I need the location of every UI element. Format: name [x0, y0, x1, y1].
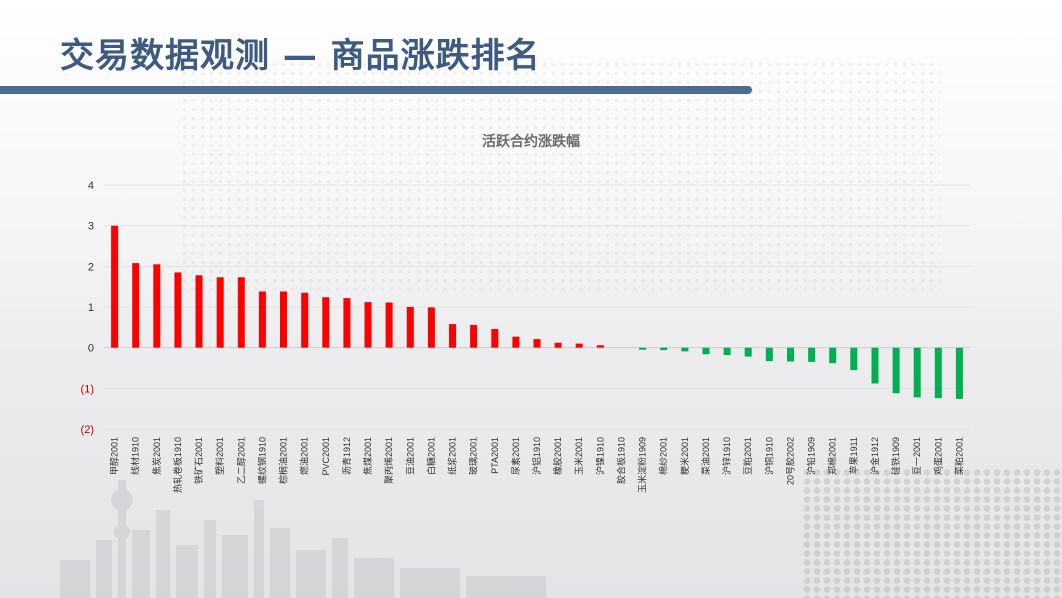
bar	[660, 347, 668, 351]
x-tick-label: 橡胶2001	[552, 437, 563, 475]
x-tick-label: 沪金1912	[869, 437, 880, 475]
x-tick-label: 沪铜1910	[763, 437, 774, 475]
x-tick-label: 沪铝1910	[531, 437, 542, 475]
x-tick-label: 螺纹钢1910	[256, 437, 267, 484]
x-tick-label: 焦煤2001	[362, 437, 373, 475]
bar	[427, 307, 435, 348]
x-tick-label: 粳米2001	[679, 437, 690, 475]
bar	[639, 347, 647, 350]
x-tick-label: 甲醇2001	[109, 437, 120, 475]
x-tick-label: 沪镍1910	[594, 437, 605, 475]
city-skyline-decoration	[60, 480, 546, 598]
x-tick-label: 沪锌1910	[721, 437, 732, 475]
hexagon-pattern-decoration	[802, 468, 1062, 598]
chart-title: 活跃合约涨跌幅	[482, 134, 580, 150]
bar	[808, 347, 816, 362]
bar	[301, 292, 309, 348]
x-tick-label: 玻璃2001	[468, 437, 479, 475]
x-tick-label: 聚丙烯2001	[383, 437, 394, 484]
bar	[449, 324, 456, 348]
x-tick-label: 棕榈油2001	[278, 437, 289, 484]
x-tick-label: PTA2001	[490, 437, 500, 474]
y-tick-label: (1)	[81, 383, 94, 395]
x-tick-label: PVC2001	[321, 437, 331, 476]
bar	[153, 264, 161, 348]
x-tick-label: 纸浆2001	[447, 437, 458, 475]
bar	[554, 342, 562, 348]
bar	[470, 324, 478, 348]
bar	[892, 347, 900, 394]
x-tick-label: 豆一2001	[912, 437, 922, 475]
bar	[216, 277, 224, 348]
bar	[765, 347, 773, 362]
bar	[829, 347, 837, 364]
bar	[913, 347, 921, 398]
x-tick-label: 苹果1911	[848, 437, 859, 474]
bar	[934, 347, 942, 399]
bar	[512, 336, 520, 348]
bar	[871, 347, 879, 384]
bar	[787, 347, 794, 362]
x-tick-label: 豆油2001	[404, 437, 415, 475]
x-tick-label: 豆粕2001	[742, 437, 753, 475]
bar	[575, 343, 583, 348]
bar	[744, 347, 752, 357]
title-underline-bar	[0, 86, 752, 94]
bar	[258, 291, 266, 348]
bar	[533, 339, 541, 348]
x-tick-label: 菜粕2001	[953, 437, 964, 475]
bar	[491, 329, 499, 348]
bar	[385, 302, 393, 348]
bar	[955, 347, 963, 399]
x-tick-label: 白糖2001	[425, 437, 436, 475]
x-tick-label: 尿素2001	[510, 437, 521, 475]
x-tick-label: 乙二醇2001	[235, 437, 246, 484]
world-map-background	[180, 60, 940, 290]
x-tick-label: 沪铅1909	[806, 437, 817, 475]
page-title: 交易数据观测 — 商品涨跌排名	[60, 36, 541, 76]
bar	[681, 347, 689, 352]
bar	[850, 347, 858, 371]
x-tick-label: 菜油2001	[700, 437, 711, 475]
x-tick-label: 焦炭2001	[151, 437, 162, 475]
y-tick-label: (2)	[81, 424, 94, 436]
bar	[322, 297, 330, 348]
bar	[280, 291, 287, 348]
x-tick-label: 鸡蛋2001	[932, 437, 943, 475]
y-tick-label: 3	[88, 221, 94, 233]
y-tick-label: 0	[88, 343, 94, 355]
x-tick-label: 硅铁1909	[890, 437, 901, 475]
bar	[596, 345, 604, 348]
x-tick-label: 20号胶2002	[785, 437, 796, 485]
bar	[364, 302, 372, 348]
x-tick-label: 燃油2001	[299, 437, 310, 475]
x-tick-label: 玉米淀粉1909	[637, 437, 648, 493]
bar	[111, 225, 119, 348]
x-tick-label: 线材1910	[130, 437, 141, 475]
x-tick-label: 玉米2001	[573, 437, 584, 475]
y-tick-label: 4	[88, 180, 94, 192]
bar	[702, 347, 710, 355]
bar	[174, 272, 182, 348]
bar	[406, 307, 414, 348]
bar	[343, 298, 351, 348]
x-tick-label: 郑棉2001	[827, 437, 838, 475]
x-tick-label: 塑料2001	[214, 437, 225, 475]
x-tick-label: 铁矿石2001	[193, 437, 204, 484]
bar	[195, 275, 203, 348]
x-tick-label: 热轧卷板1910	[172, 437, 183, 493]
bar	[132, 263, 140, 348]
y-tick-label: 2	[88, 261, 94, 273]
bar	[237, 277, 245, 348]
bar	[723, 347, 731, 355]
x-tick-label: 胶合板1910	[616, 437, 627, 484]
x-tick-label: 沥青1912	[341, 437, 352, 475]
x-tick-label: 棉纱2001	[658, 437, 669, 475]
y-tick-label: 1	[88, 302, 94, 314]
